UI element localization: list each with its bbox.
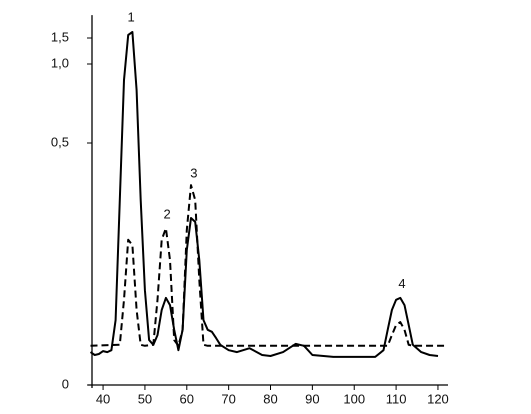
y-tick-label: 0,5 <box>51 134 69 149</box>
peak-label: 3 <box>190 165 197 180</box>
y-tick-label: 1,5 <box>51 29 69 44</box>
x-tick-label: 100 <box>343 391 365 406</box>
x-tick-label: 70 <box>221 391 235 406</box>
peak-label: 1 <box>127 10 134 25</box>
peak-label: 2 <box>163 207 170 222</box>
x-tick-label: 60 <box>180 391 194 406</box>
peak-label: 4 <box>398 276 405 291</box>
x-tick-label: 50 <box>138 391 152 406</box>
series-line <box>89 31 439 358</box>
y-tick-label: 0 <box>62 376 69 391</box>
y-tick-label: 1,0 <box>51 55 69 70</box>
x-tick-label: 120 <box>427 391 449 406</box>
x-tick-label: 80 <box>263 391 277 406</box>
x-tick-label: 90 <box>305 391 319 406</box>
x-tick-label: 110 <box>386 391 407 406</box>
x-tick-label: 40 <box>96 391 110 406</box>
series-line <box>90 184 447 347</box>
